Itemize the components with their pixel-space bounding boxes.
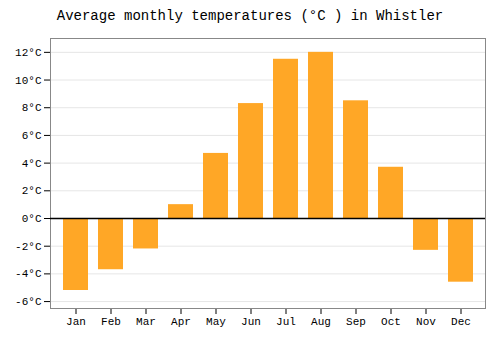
svg-text:Jun: Jun xyxy=(241,316,261,328)
svg-text:-6°C: -6°C xyxy=(15,296,42,308)
svg-text:May: May xyxy=(206,316,226,328)
svg-text:Mar: Mar xyxy=(136,316,156,328)
svg-text:6°C: 6°C xyxy=(22,130,42,142)
svg-text:10°C: 10°C xyxy=(15,75,42,87)
svg-text:Jul: Jul xyxy=(276,316,296,328)
svg-text:4°C: 4°C xyxy=(22,158,42,170)
svg-text:-2°C: -2°C xyxy=(15,241,42,253)
svg-text:8°C: 8°C xyxy=(22,102,42,114)
svg-text:Sep: Sep xyxy=(346,316,366,328)
svg-text:2°C: 2°C xyxy=(22,185,42,197)
svg-text:Jan: Jan xyxy=(66,316,86,328)
svg-text:-4°C: -4°C xyxy=(15,268,42,280)
svg-text:Feb: Feb xyxy=(101,316,121,328)
svg-text:Nov: Nov xyxy=(416,316,436,328)
svg-text:Apr: Apr xyxy=(171,316,191,328)
html-text:Average monthly temperatures (: Average monthly temperatures (°C ) in Wh… xyxy=(56,8,444,24)
svg-text:Oct: Oct xyxy=(381,316,401,328)
svg-text:Aug: Aug xyxy=(311,316,331,328)
svg-text:12°C: 12°C xyxy=(15,47,42,59)
svg-text:0°C: 0°C xyxy=(22,213,42,225)
svg-text:Dec: Dec xyxy=(451,316,471,328)
